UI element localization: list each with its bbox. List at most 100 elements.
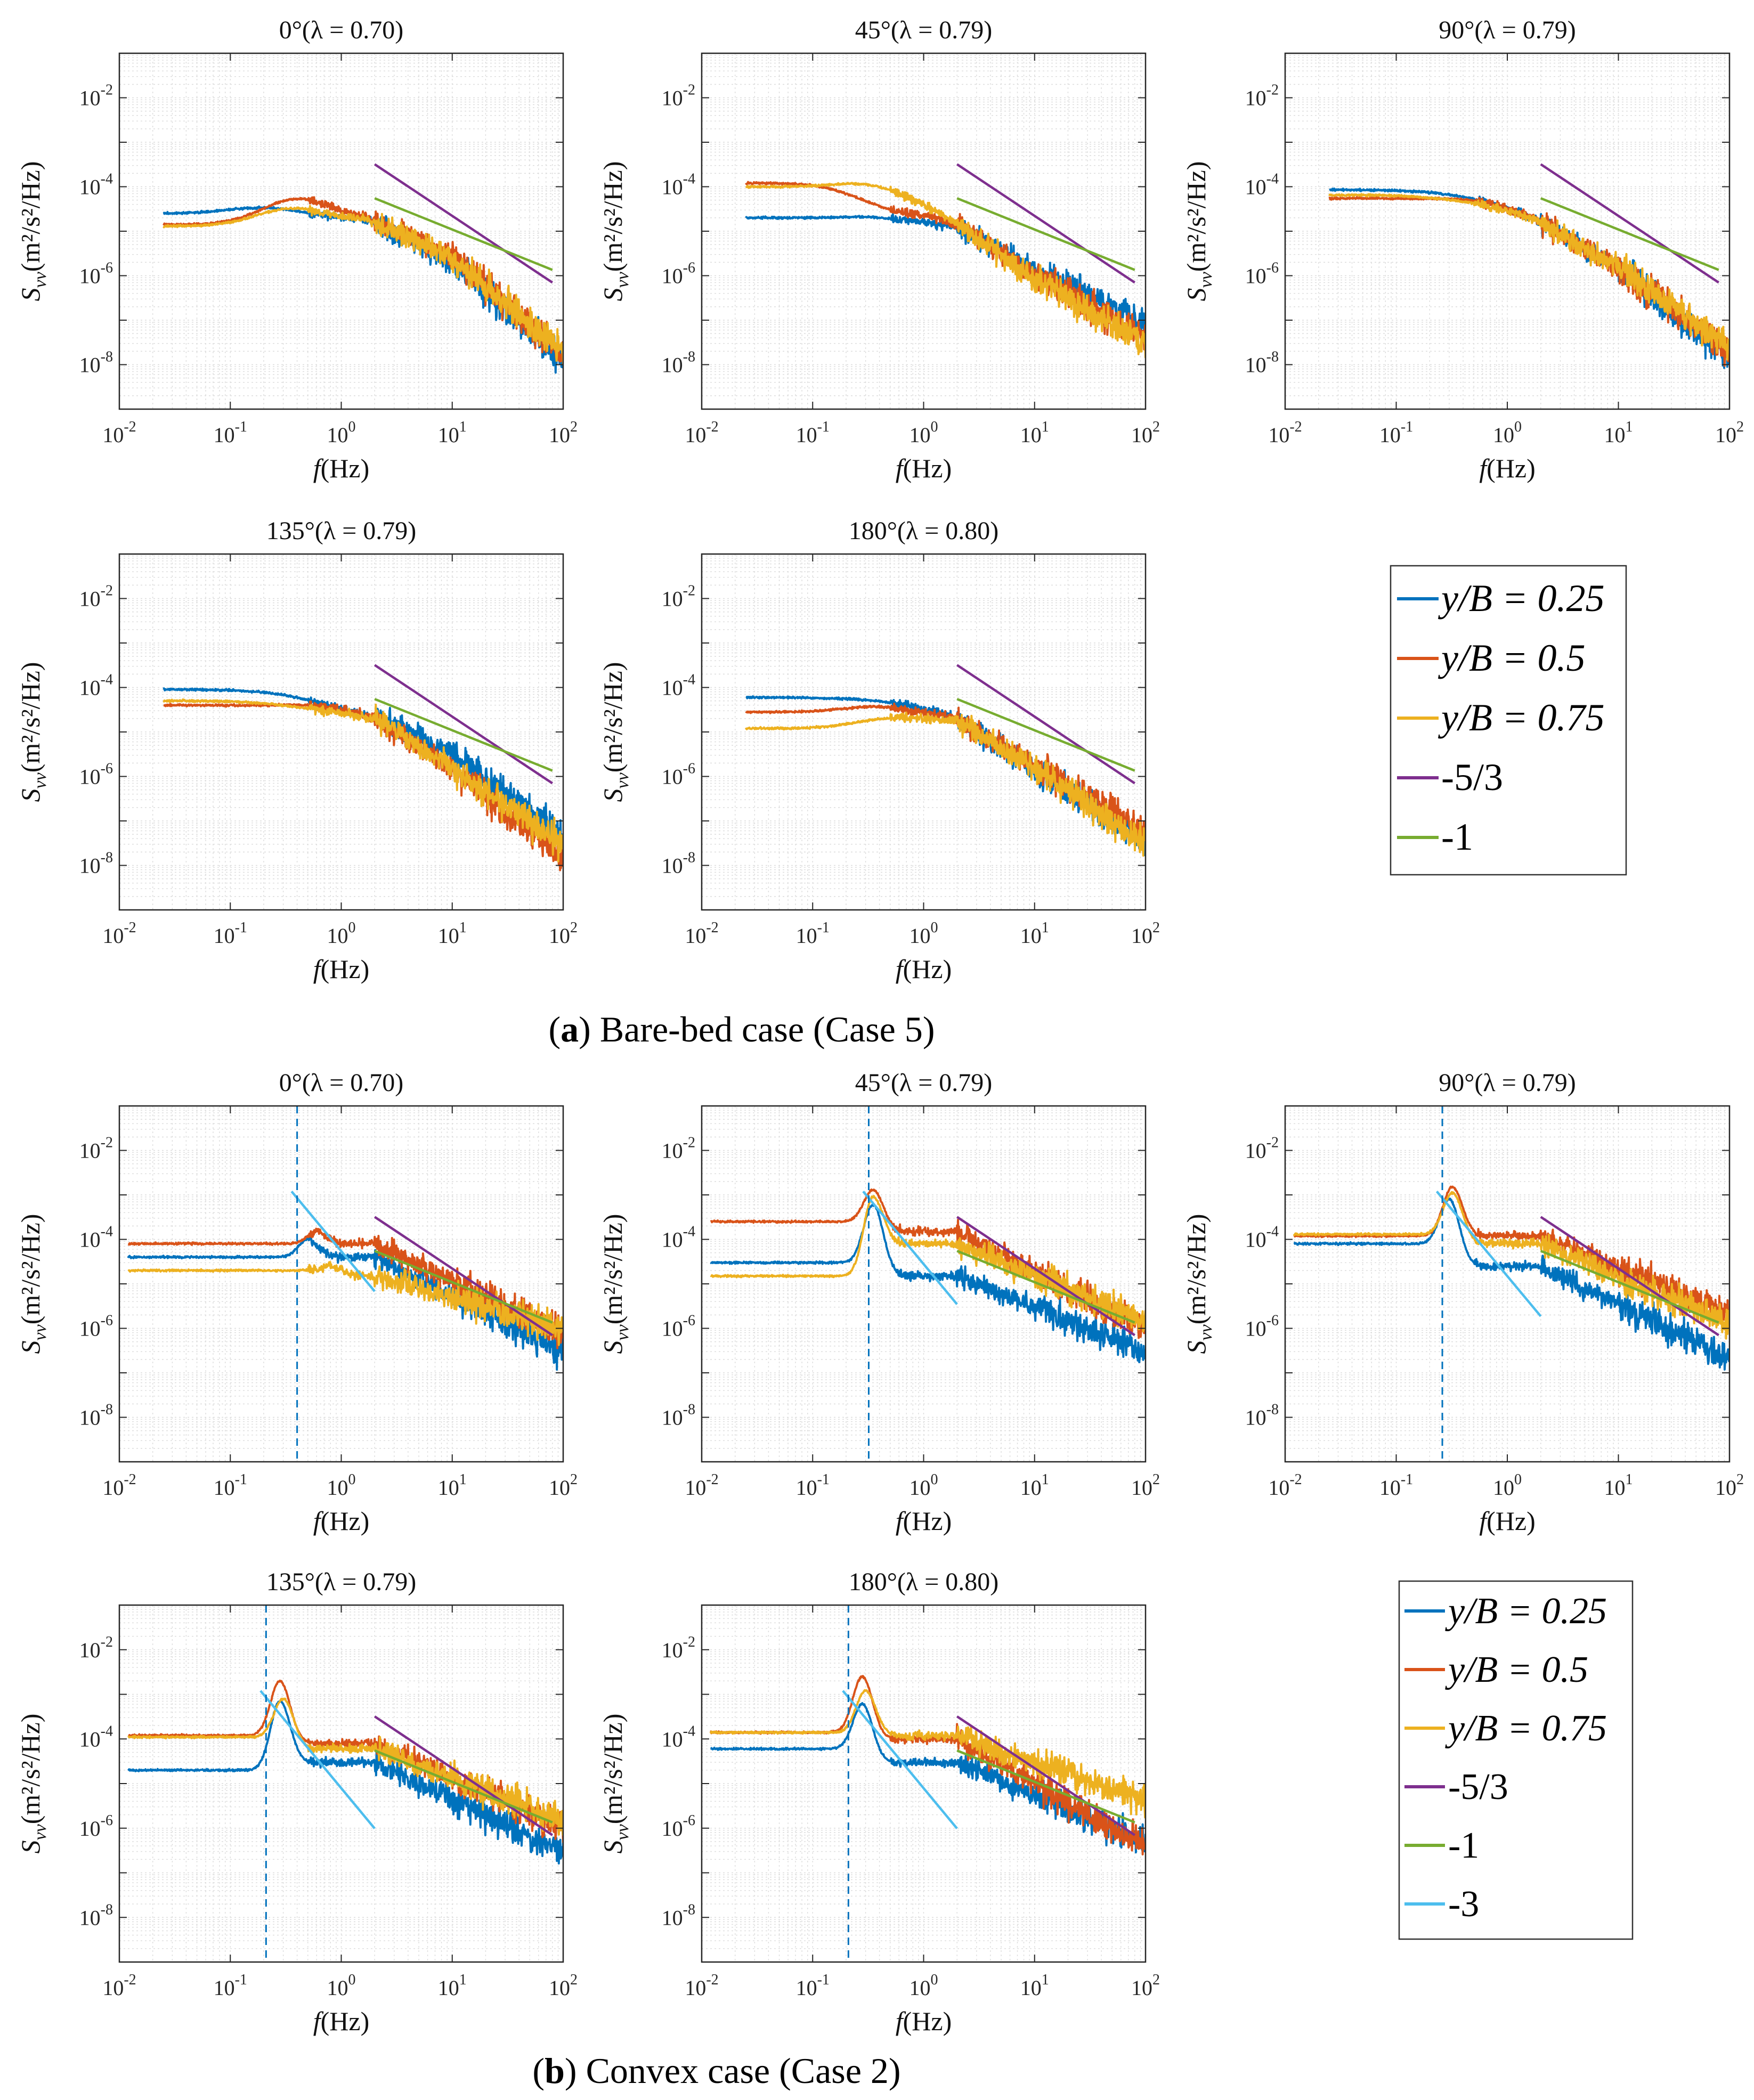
curves bbox=[127, 1106, 563, 1462]
x-tick-label: 101 bbox=[1604, 1471, 1633, 1500]
x-tick-exp: -1 bbox=[235, 419, 247, 435]
x-tick-base: 10 bbox=[910, 423, 931, 447]
y-tick-exp: -4 bbox=[1266, 171, 1279, 188]
ticks bbox=[701, 1605, 1146, 1963]
x-tick-exp: 1 bbox=[459, 919, 467, 936]
x-tick-label: 10-2 bbox=[102, 1471, 136, 1500]
y-tick-exp: -4 bbox=[101, 171, 113, 188]
y-tick-base: 10 bbox=[662, 676, 683, 700]
x-tick-label: 101 bbox=[1020, 1972, 1049, 2000]
grid bbox=[119, 1605, 563, 1963]
y-label-symbol: S bbox=[598, 1340, 628, 1354]
x-tick-exp: 0 bbox=[348, 1471, 356, 1488]
y-tick-exp: -4 bbox=[683, 1224, 695, 1240]
y-label-unit: (m²/s²/Hz) bbox=[15, 1214, 45, 1325]
x-tick-exp: 1 bbox=[1626, 1471, 1633, 1488]
x-tick-exp: -2 bbox=[706, 419, 718, 435]
y-tick-base: 10 bbox=[1245, 1406, 1266, 1430]
x-axis-label: f(Hz) bbox=[313, 2006, 370, 2036]
y-tick-exp: -2 bbox=[101, 1135, 113, 1151]
x-axis-label: f(Hz) bbox=[313, 1506, 370, 1536]
y-tick-exp: -6 bbox=[683, 761, 695, 777]
x-tick-exp: -2 bbox=[706, 919, 718, 936]
grid bbox=[701, 53, 1146, 410]
y-label-symbol: S bbox=[15, 1340, 45, 1354]
series-y-b---0-75 bbox=[745, 182, 1146, 359]
x-label-unit: (Hz) bbox=[321, 1506, 370, 1536]
x-tick-base: 10 bbox=[685, 1476, 706, 1500]
y-tick-base: 10 bbox=[79, 353, 101, 377]
x-axis-label: f(Hz) bbox=[313, 453, 370, 483]
series-y-b---0-5 bbox=[710, 1188, 1146, 1339]
y-tick-label: 10-2 bbox=[79, 1135, 113, 1163]
panel-title: 135°(λ = 0.79) bbox=[266, 517, 417, 545]
x-tick-label: 101 bbox=[438, 1471, 467, 1500]
ref-line-slope-5-3 bbox=[956, 1715, 1136, 1836]
y-tick-base: 10 bbox=[662, 86, 683, 110]
y-tick-base: 10 bbox=[79, 1727, 101, 1751]
legend-a-box bbox=[1390, 565, 1627, 876]
x-tick-base: 10 bbox=[327, 423, 348, 447]
x-tick-base: 10 bbox=[1268, 1476, 1289, 1500]
caption-a-label: a bbox=[561, 1009, 579, 1049]
caption-b-label: b bbox=[545, 2050, 565, 2091]
y-tick-base: 10 bbox=[79, 1817, 101, 1841]
x-tick-exp: -2 bbox=[1289, 1471, 1302, 1488]
series-y-b---0-75 bbox=[127, 1261, 563, 1346]
curves bbox=[745, 664, 1146, 857]
curves bbox=[745, 163, 1146, 359]
legend-a-entry-1: y/B = 0.5 bbox=[1397, 637, 1586, 679]
grid bbox=[119, 1106, 563, 1462]
x-tick-exp: 1 bbox=[459, 1471, 467, 1488]
y-tick-exp: -4 bbox=[683, 1723, 695, 1739]
ref-line-slope-1 bbox=[1540, 197, 1719, 271]
x-tick-exp: -1 bbox=[817, 919, 830, 936]
y-axis-label: Svv(m²/s²/Hz) bbox=[15, 161, 50, 302]
x-tick-base: 10 bbox=[685, 1976, 706, 2000]
x-tick-base: 10 bbox=[102, 924, 124, 948]
grid bbox=[1285, 53, 1729, 410]
y-tick-label: 10-2 bbox=[662, 1634, 695, 1662]
x-tick-label: 10-1 bbox=[214, 1471, 247, 1500]
ref-line-slope-1 bbox=[956, 698, 1135, 772]
x-tick-base: 10 bbox=[1715, 423, 1736, 447]
ref-line-slope-1 bbox=[956, 197, 1135, 271]
ref-line-slope-1 bbox=[1540, 1250, 1719, 1324]
legend-a-entry-3: -5/3 bbox=[1397, 756, 1503, 799]
x-tick-base: 10 bbox=[549, 1476, 570, 1500]
x-tick-label: 100 bbox=[327, 1972, 356, 2000]
y-label-sub: vv bbox=[1196, 271, 1216, 288]
x-tick-exp: 0 bbox=[348, 919, 356, 936]
ref-line-slope-3 bbox=[1435, 1190, 1542, 1317]
x-tick-base: 10 bbox=[549, 423, 570, 447]
y-tick-base: 10 bbox=[662, 1406, 683, 1430]
x-label-unit: (Hz) bbox=[321, 954, 370, 984]
x-tick-label: 102 bbox=[549, 1471, 578, 1500]
x-tick-base: 10 bbox=[796, 423, 817, 447]
x-tick-base: 10 bbox=[327, 1476, 348, 1500]
x-tick-exp: -1 bbox=[235, 919, 247, 936]
x-tick-label: 102 bbox=[1131, 919, 1160, 948]
grid bbox=[119, 554, 563, 910]
curves bbox=[710, 1106, 1146, 1462]
y-label-sub: vv bbox=[613, 1324, 632, 1340]
ref-line-slope-5-3 bbox=[1540, 163, 1720, 284]
curves bbox=[1293, 1106, 1729, 1462]
y-tick-label: 10-4 bbox=[79, 1224, 113, 1252]
curves bbox=[127, 1605, 563, 1962]
y-tick-exp: -6 bbox=[101, 260, 113, 276]
y-tick-label: 10-6 bbox=[79, 761, 113, 789]
x-tick-base: 10 bbox=[1020, 924, 1042, 948]
x-label-unit: (Hz) bbox=[903, 453, 952, 483]
y-label-sub: vv bbox=[30, 1824, 50, 1840]
x-tick-exp: -2 bbox=[124, 419, 136, 435]
curves bbox=[1328, 163, 1729, 369]
x-tick-base: 10 bbox=[438, 1976, 459, 2000]
y-tick-base: 10 bbox=[662, 1727, 683, 1751]
x-tick-exp: -1 bbox=[1401, 1471, 1413, 1488]
x-tick-base: 10 bbox=[1268, 423, 1289, 447]
y-label-symbol: S bbox=[598, 288, 628, 301]
y-tick-label: 10-2 bbox=[662, 583, 695, 611]
x-tick-label: 101 bbox=[438, 1972, 467, 2000]
